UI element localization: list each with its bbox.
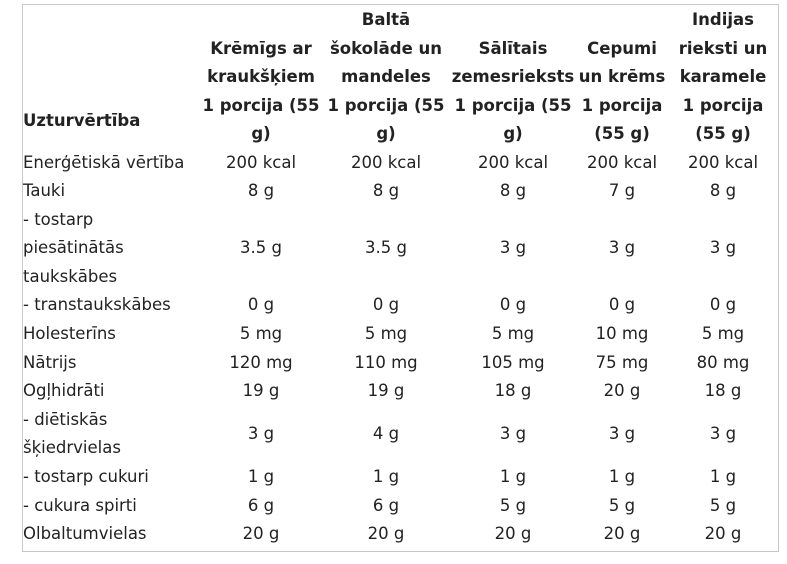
table-cell: 1 g bbox=[499, 467, 527, 487]
table-cell: 80 mg bbox=[696, 352, 750, 372]
column-header-name: Indijas rieksti un karamele bbox=[678, 10, 768, 86]
table-row: - tostarp cukuri 1 g 1 g 1 g 1 g 1 g bbox=[23, 463, 779, 492]
table-row: Olbaltumvielas 20 g 20 g 20 g 20 g 20 g bbox=[23, 520, 779, 549]
table-cell: 0 g bbox=[608, 295, 636, 315]
table-cell: 3 g bbox=[499, 424, 527, 444]
row-label: Enerģētiskā vērtība bbox=[23, 152, 185, 172]
table-cell: 5 mg bbox=[491, 324, 535, 344]
table-row: Holesterīns 5 mg 5 mg 5 mg 10 mg 5 mg bbox=[23, 320, 779, 349]
row-label: Holesterīns bbox=[23, 324, 116, 344]
table-cell: 1 g bbox=[608, 467, 636, 487]
table-cell: 5 g bbox=[499, 495, 527, 515]
column-header-name: Sālītais zemesrieksts bbox=[451, 38, 575, 87]
table-cell: 105 mg bbox=[481, 352, 545, 372]
table-cell: 0 g bbox=[247, 295, 275, 315]
table-cell: 200 kcal bbox=[350, 152, 422, 172]
table-cell: 110 mg bbox=[354, 352, 418, 372]
table-row: - transtaukskābes 0 g 0 g 0 g 0 g 0 g bbox=[23, 291, 779, 320]
table-cell: 200 kcal bbox=[687, 152, 759, 172]
table-row: - tostarp piesātinātās taukskābes 3.5 g … bbox=[23, 206, 779, 292]
table-row: Nātrijs 120 mg 110 mg 105 mg 75 mg 80 mg bbox=[23, 349, 779, 378]
column-header-name: Krēmīgs ar kraukšķiem bbox=[207, 38, 315, 87]
row-label: Ogļhidrāti bbox=[23, 381, 105, 401]
table-cell: 20 g bbox=[367, 524, 405, 544]
table-cell: 5 g bbox=[608, 495, 636, 515]
table-cell: 18 g bbox=[494, 381, 532, 401]
table-cell: 5 g bbox=[709, 495, 737, 515]
table-cell: 6 g bbox=[247, 495, 275, 515]
table-row: - diētiskās šķiedrvielas 3 g 4 g 3 g 3 g… bbox=[23, 406, 779, 463]
row-label: - tostarp piesātinātās taukskābes bbox=[23, 209, 124, 286]
table-cell: 8 g bbox=[709, 181, 737, 201]
table-cell: 3 g bbox=[608, 424, 636, 444]
table-cell: 3 g bbox=[709, 424, 737, 444]
column-header-portion: 1 porcija (55 g) bbox=[682, 95, 764, 144]
column-header-portion: 1 porcija (55 g) bbox=[581, 95, 663, 144]
table-cell: 18 g bbox=[704, 381, 742, 401]
table-cell: 8 g bbox=[372, 181, 400, 201]
table-frame bbox=[22, 4, 779, 552]
row-label: - diētiskās šķiedrvielas bbox=[23, 409, 121, 458]
table-cell: 3 g bbox=[608, 238, 636, 258]
column-header-portion: 1 porcija (55 g) bbox=[202, 95, 320, 144]
row-label: - cukura spirti bbox=[23, 495, 137, 515]
table-cell: 7 g bbox=[608, 181, 636, 201]
table-cell: 10 mg bbox=[595, 324, 649, 344]
corner-header: Uzturvērtība bbox=[23, 111, 141, 130]
table-cell: 3.5 g bbox=[240, 238, 282, 258]
table-cell: 8 g bbox=[499, 181, 527, 201]
header-row-names: Uzturvērtība Krēmīgs ar kraukšķiem Baltā… bbox=[23, 6, 779, 130]
table-cell: 0 g bbox=[499, 295, 527, 315]
table-cell: 4 g bbox=[372, 424, 400, 444]
table-cell: 5 mg bbox=[701, 324, 745, 344]
table-cell: 0 g bbox=[709, 295, 737, 315]
table-cell: 200 kcal bbox=[586, 152, 658, 172]
table-row: Enerģētiskā vērtība 200 kcal 200 kcal 20… bbox=[23, 149, 779, 178]
table-cell: 5 mg bbox=[364, 324, 408, 344]
column-header-name: Baltā šokolāde un mandeles bbox=[329, 10, 443, 86]
row-label: - tostarp cukuri bbox=[23, 467, 149, 487]
column-header-name: Cepumi un krēms bbox=[578, 38, 666, 87]
row-label: Nātrijs bbox=[23, 352, 77, 372]
table-cell: 5 mg bbox=[239, 324, 283, 344]
table-cell: 20 g bbox=[242, 524, 280, 544]
table-cell: 3 g bbox=[247, 424, 275, 444]
column-header-portion: 1 porcija (55 g) bbox=[327, 95, 445, 144]
nutrition-table: Uzturvērtība Krēmīgs ar kraukšķiem Baltā… bbox=[23, 6, 779, 549]
table-row: Ogļhidrāti 19 g 19 g 18 g 20 g 18 g bbox=[23, 377, 779, 406]
row-label: Tauki bbox=[23, 181, 66, 201]
table-cell: 3 g bbox=[499, 238, 527, 258]
table-cell: 1 g bbox=[709, 467, 737, 487]
table-cell: 20 g bbox=[603, 524, 641, 544]
table-row: - cukura spirti 6 g 6 g 5 g 5 g 5 g bbox=[23, 492, 779, 521]
table-cell: 20 g bbox=[494, 524, 532, 544]
table-cell: 120 mg bbox=[229, 352, 293, 372]
table-cell: 0 g bbox=[372, 295, 400, 315]
table-cell: 19 g bbox=[367, 381, 405, 401]
column-header-portion: 1 porcija (55 g) bbox=[454, 95, 572, 144]
row-label: Olbaltumvielas bbox=[23, 524, 147, 544]
table-cell: 6 g bbox=[372, 495, 400, 515]
table-cell: 200 kcal bbox=[225, 152, 297, 172]
table-cell: 1 g bbox=[372, 467, 400, 487]
table-cell: 20 g bbox=[603, 381, 641, 401]
table-cell: 19 g bbox=[242, 381, 280, 401]
table-cell: 1 g bbox=[247, 467, 275, 487]
table-cell: 8 g bbox=[247, 181, 275, 201]
table-cell: 3 g bbox=[709, 238, 737, 258]
header-row-portions: 1 porcija (55 g) 1 porcija (55 g) 1 porc… bbox=[23, 92, 779, 149]
table-cell: 75 mg bbox=[595, 352, 649, 372]
table-cell: 3.5 g bbox=[365, 238, 407, 258]
row-label: - transtaukskābes bbox=[23, 295, 171, 315]
table-cell: 200 kcal bbox=[477, 152, 549, 172]
table-row: Tauki 8 g 8 g 8 g 7 g 8 g bbox=[23, 177, 779, 206]
table-cell: 20 g bbox=[704, 524, 742, 544]
